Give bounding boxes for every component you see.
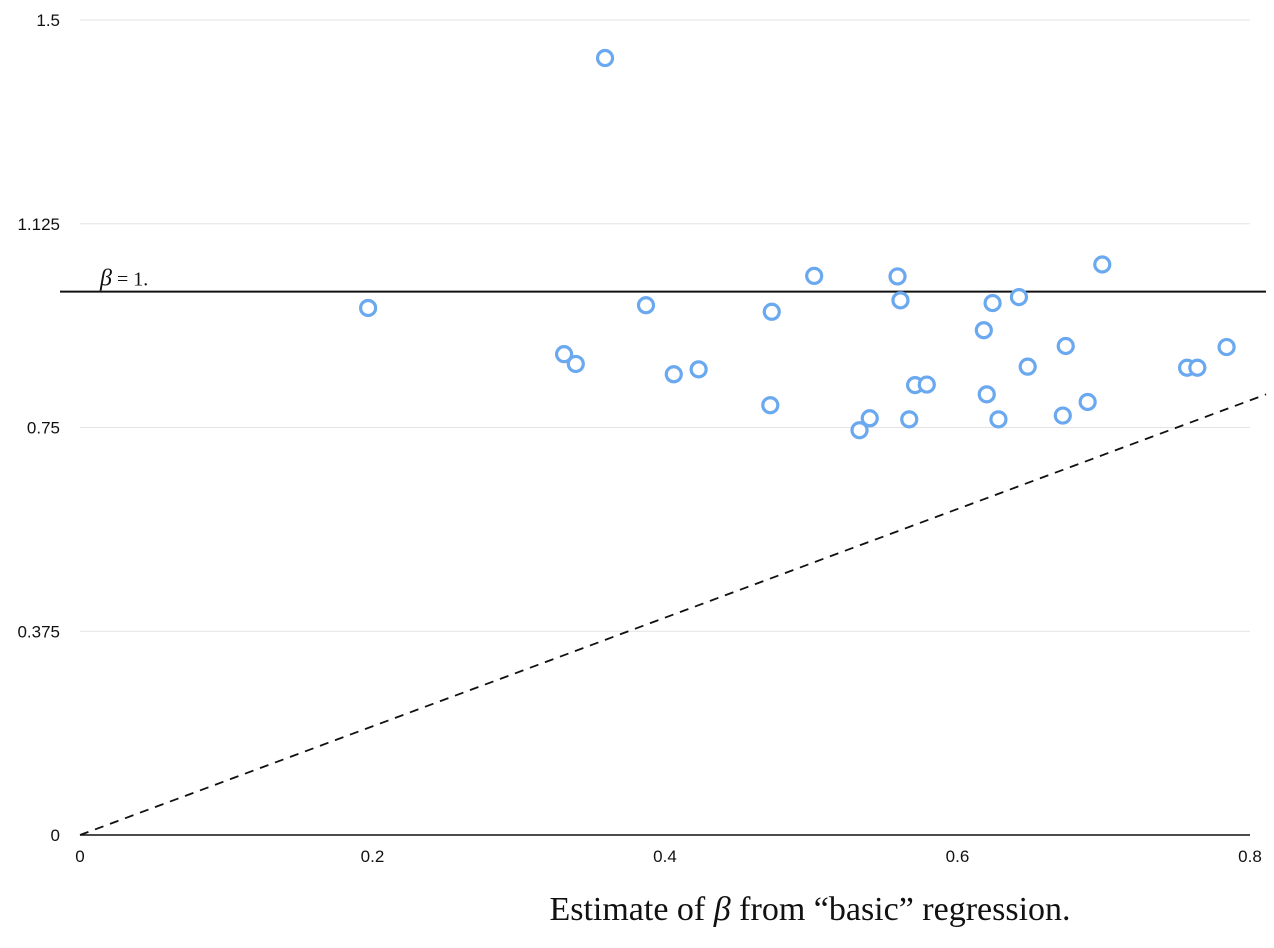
data-point	[1009, 288, 1029, 307]
data-point	[974, 321, 993, 340]
y-tick-label: 0.75	[27, 419, 60, 438]
data-point	[664, 365, 683, 384]
data-point	[977, 385, 996, 404]
data-point	[762, 302, 781, 321]
y-tick-label: 1.125	[17, 215, 60, 234]
data-point	[566, 354, 585, 374]
y-tick-label: 1.5	[36, 11, 60, 30]
x-tick-label: 0.2	[361, 847, 385, 866]
data-point	[554, 345, 574, 364]
data-point	[805, 266, 824, 286]
data-point	[595, 48, 615, 68]
data-point	[850, 421, 869, 440]
data-point	[689, 360, 708, 379]
y-tick-label: 0.375	[17, 622, 60, 641]
data-point	[1053, 406, 1072, 425]
diagonal-dashed-line	[79, 393, 1267, 836]
data-point	[917, 375, 936, 394]
x-axis-label: Estimate of β from “basic” regression.	[549, 891, 1070, 928]
data-point	[636, 296, 656, 315]
data-point	[359, 298, 378, 318]
x-tick-label: 0	[75, 847, 84, 866]
data-point	[1018, 357, 1037, 376]
data-point	[989, 410, 1008, 429]
x-tick-label: 0.4	[653, 847, 677, 866]
data-points	[359, 48, 1236, 440]
beta-equals-text: = 1.	[112, 269, 148, 291]
x-axis-label-suffix: from “basic” regression.	[731, 891, 1071, 928]
x-tick-label: 0.8	[1238, 847, 1262, 866]
data-point	[1217, 337, 1236, 357]
data-point	[1093, 255, 1112, 274]
x-tick-label: 0.6	[946, 847, 970, 866]
labels: 0 0.375 0.75 1.125 1.5 0 0.2 0.4 0.6 0.8 β = 1. Est…	[17, 11, 1261, 928]
data-point	[1078, 392, 1097, 412]
reference-lines	[60, 290, 1267, 836]
data-point	[761, 396, 780, 415]
data-point	[888, 267, 907, 286]
x-axis-label-prefix: Estimate of	[549, 891, 713, 928]
beta-symbol: β	[99, 266, 112, 292]
x-axis-label-beta: β	[713, 891, 731, 928]
data-point	[983, 293, 1002, 313]
data-point	[860, 409, 879, 428]
data-point	[1188, 358, 1207, 377]
y-tick-label: 0	[51, 826, 60, 845]
data-point	[900, 410, 919, 429]
beta-equals-one-label: β = 1.	[99, 266, 148, 292]
gridlines	[80, 19, 1250, 632]
data-point	[1056, 336, 1075, 356]
data-point	[891, 291, 910, 310]
